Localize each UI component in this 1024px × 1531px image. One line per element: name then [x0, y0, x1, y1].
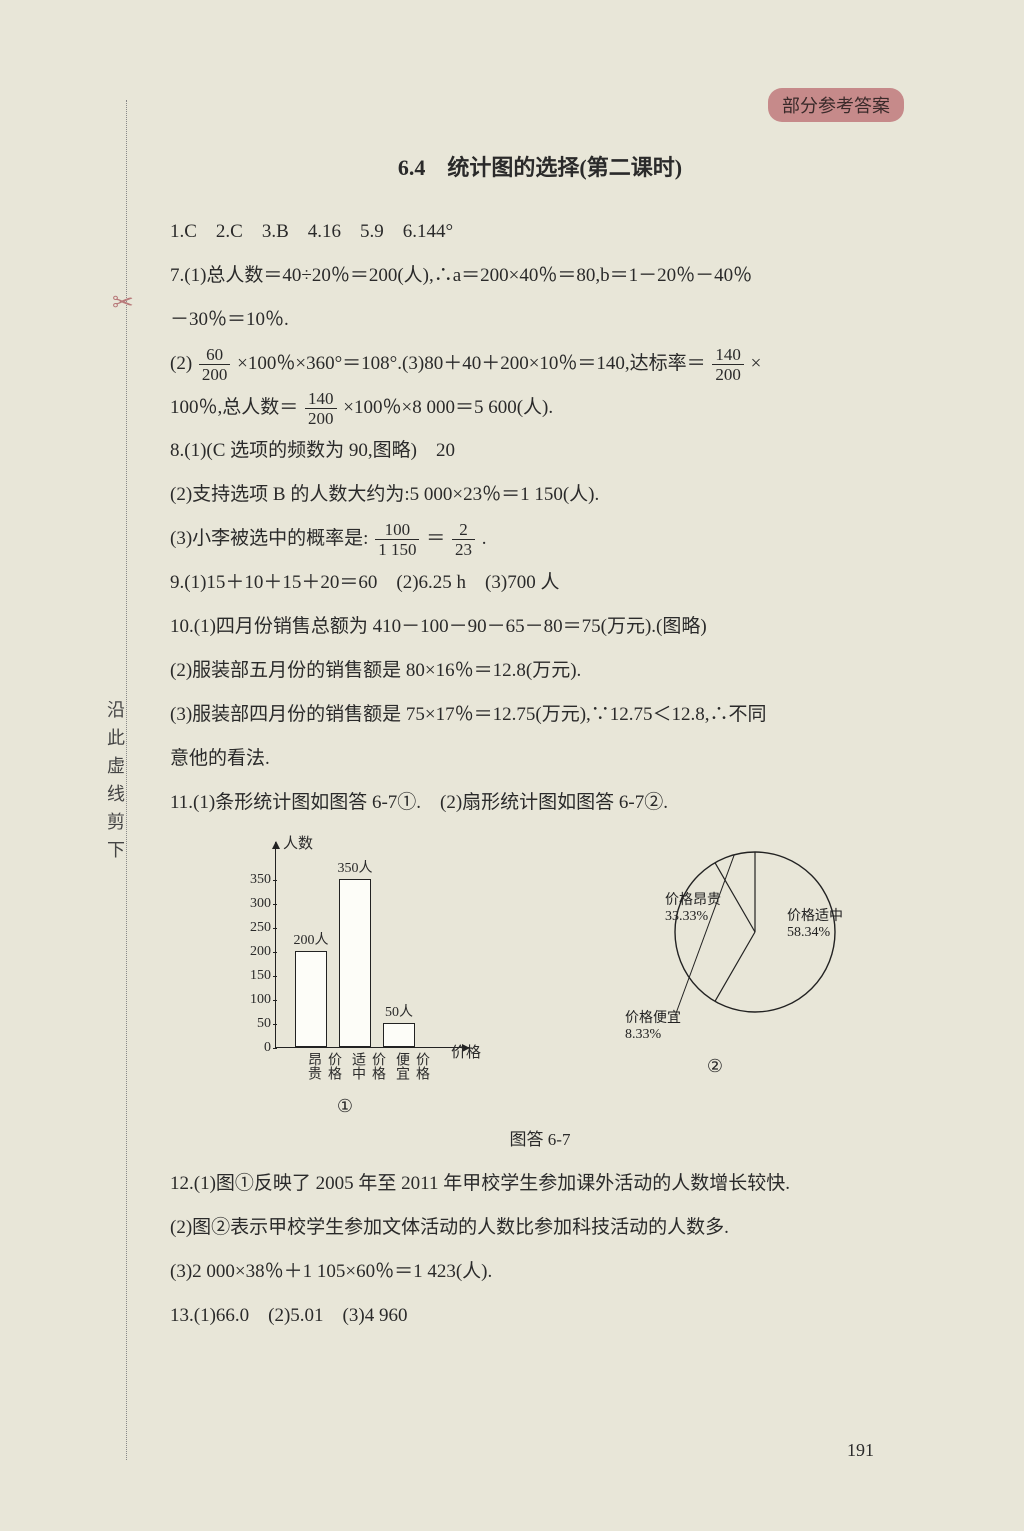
figure-caption: 图答 6-7 [170, 1125, 910, 1150]
fraction: 60200 [199, 346, 231, 383]
bar-ytick: 100 [239, 992, 271, 1008]
charts-row: 人数 价格 050100150200250300350200人价格昂贵350人价… [170, 832, 910, 1117]
text: 100％,总人数＝ [170, 397, 298, 418]
pie-chart-container: 价格适中58.34% 价格昂贵33.33% 价格便宜8.33% ② [565, 832, 865, 1077]
answer-line: (2)图②表示甲校学生参加文体活动的人数比参加科技活动的人数多. [170, 1208, 910, 1248]
bar [339, 879, 371, 1047]
section-title: 6.4 统计图的选择(第二课时) [170, 150, 910, 182]
answer-line: 1.C 2.C 3.B 4.16 5.9 6.144° [170, 212, 910, 252]
answer-content: 6.4 统计图的选择(第二课时) 1.C 2.C 3.B 4.16 5.9 6.… [170, 150, 910, 1340]
fraction: 1001 150 [375, 521, 419, 558]
fraction: 140200 [305, 390, 337, 427]
answer-line: 100％,总人数＝ 140200 ×100％×8 000＝5 600(人). [170, 388, 910, 428]
svg-text:58.34%: 58.34% [787, 925, 831, 940]
bar-category-label: 价格适中 [347, 1052, 387, 1092]
answer-line: 10.(1)四月份销售总额为 410－100－90－65－80＝75(万元).(… [170, 607, 910, 647]
answer-line: 11.(1)条形统计图如图答 6-7①. (2)扇形统计图如图答 6-7②. [170, 783, 910, 823]
answer-line: 意他的看法. [170, 739, 910, 779]
answer-line: 9.(1)15＋10＋15＋20＝60 (2)6.25 h (3)700 人 [170, 563, 910, 603]
bar-category-label: 价格昂贵 [303, 1052, 343, 1092]
bar-y-axis [275, 842, 276, 1048]
text: . [482, 528, 487, 549]
answer-line: (2) 60200 ×100％×360°＝108°.(3)80＋40＋200×1… [170, 344, 910, 384]
bar-value-label: 50人 [369, 1001, 429, 1021]
chart-mark: ② [565, 1056, 865, 1077]
cut-line-label: 沿此虚线剪下 [102, 700, 128, 868]
bar-ylabel: 人数 [283, 832, 313, 853]
bar-ytick: 200 [239, 944, 271, 960]
bar-ytick: 50 [239, 1016, 271, 1032]
bar-ytick: 250 [239, 920, 271, 936]
chart-mark: ① [215, 1096, 475, 1117]
scissors-icon: ✂ [112, 288, 134, 318]
answer-line: 13.(1)66.0 (2)5.01 (3)4 960 [170, 1296, 910, 1336]
svg-text:价格便宜: 价格便宜 [625, 1010, 681, 1026]
answer-line: (3)服装部四月份的销售额是 75×17％＝12.75(万元),∵12.75＜1… [170, 695, 910, 735]
text: × [751, 353, 762, 374]
bar-category-label: 价格便宜 [391, 1052, 431, 1092]
bar-ytick: 0 [239, 1040, 271, 1056]
page-number: 191 [847, 1440, 874, 1461]
bar-ytick: 350 [239, 872, 271, 888]
bar-chart-container: 人数 价格 050100150200250300350200人价格昂贵350人价… [215, 832, 475, 1117]
answer-line: －30％＝10％. [170, 300, 910, 340]
fraction: 223 [452, 521, 475, 558]
text: (2) [170, 353, 197, 374]
bar [295, 951, 327, 1047]
text: ×100％×8 000＝5 600(人). [343, 397, 553, 418]
header-badge: 部分参考答案 [768, 88, 904, 122]
fraction: 140200 [712, 346, 744, 383]
bar-ytick: 150 [239, 968, 271, 984]
pie-chart: 价格适中58.34%价格昂贵33.33%价格便宜8.33% [605, 832, 825, 1052]
answer-line: 8.(1)(C 选项的频数为 90,图略) 20 [170, 431, 910, 471]
answer-line: (2)支持选项 B 的人数大约为:5 000×23％＝1 150(人). [170, 475, 910, 515]
answer-line: (2)服装部五月份的销售额是 80×16％＝12.8(万元). [170, 651, 910, 691]
answer-line: 12.(1)图①反映了 2005 年至 2011 年甲校学生参加课外活动的人数增… [170, 1164, 910, 1204]
pie-svg: 价格适中58.34% 价格昂贵33.33% 价格便宜8.33% [605, 832, 885, 1052]
bar-value-label: 350人 [325, 857, 385, 877]
bar-ytick: 300 [239, 896, 271, 912]
bar-x-axis [275, 1047, 469, 1048]
answer-line: 7.(1)总人数＝40÷20％＝200(人),∴a＝200×40％＝80,b＝1… [170, 256, 910, 296]
answer-line: (3)2 000×38％＋1 105×60％＝1 423(人). [170, 1252, 910, 1292]
svg-text:价格适中: 价格适中 [787, 908, 843, 924]
bar-chart: 人数 价格 050100150200250300350200人价格昂贵350人价… [215, 832, 475, 1092]
bar-value-label: 200人 [281, 929, 341, 949]
bar-xlabel: 价格 [451, 1041, 481, 1062]
svg-text:33.33%: 33.33% [665, 909, 709, 924]
text: ×100％×360°＝108°.(3)80＋40＋200×10％＝140,达标率… [237, 353, 706, 374]
svg-text:8.33%: 8.33% [625, 1027, 662, 1042]
text: (3)小李被选中的概率是: [170, 528, 368, 549]
svg-text:价格昂贵: 价格昂贵 [665, 892, 721, 908]
bar [383, 1023, 415, 1047]
answer-line: (3)小李被选中的概率是: 1001 150 ＝ 223 . [170, 519, 910, 559]
text: ＝ [426, 528, 445, 549]
